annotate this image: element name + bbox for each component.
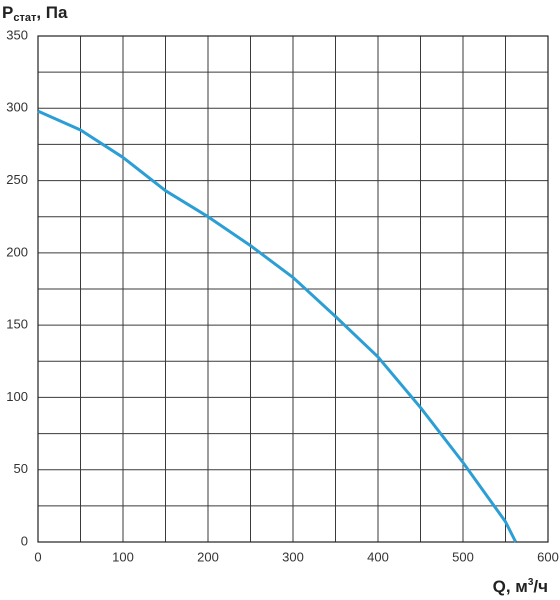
x-tick-label: 0 [34,549,41,564]
x-axis-label: Q, м3/ч [493,577,548,597]
x-label-sup: 3 [528,577,534,588]
y-label-sub: стат [13,12,37,24]
y-tick-label: 200 [6,244,28,259]
y-label-rest: , Па [36,3,68,22]
x-tick-label: 400 [367,549,389,564]
y-tick-label: 50 [14,461,28,476]
y-tick-label: 250 [6,172,28,187]
y-tick-label: 350 [6,27,28,42]
x-tick-label: 200 [197,549,219,564]
x-tick-label: 500 [452,549,474,564]
curve [37,109,518,543]
plot-frame [37,35,549,543]
y-label-base: P [2,3,13,22]
y-axis-label: Pстат, Па [2,3,68,23]
y-tick-label: 300 [6,100,28,115]
x-label-base: Q, м [493,577,528,596]
y-tick-label: 0 [21,533,28,548]
x-tick-label: 100 [112,549,134,564]
y-tick-label: 150 [6,317,28,332]
y-tick-label: 100 [6,389,28,404]
x-tick-label: 300 [282,549,304,564]
x-label-rest: /ч [533,577,548,596]
x-tick-label: 600 [537,549,559,564]
